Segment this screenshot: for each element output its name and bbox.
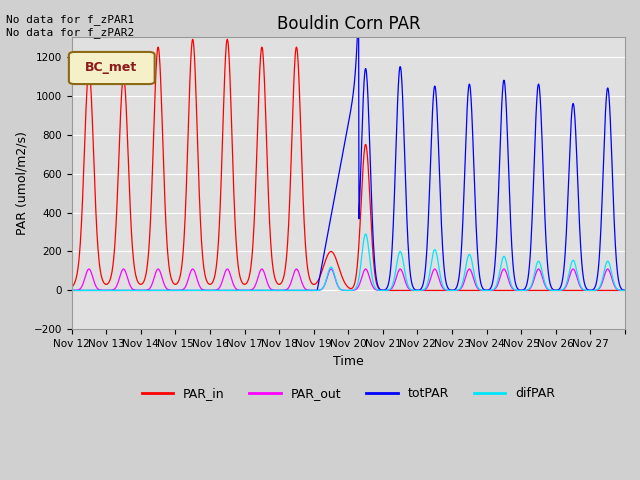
Line: totPAR: totPAR	[72, 6, 625, 290]
difPAR	[560, 286, 568, 291]
Text: No data for f_zPAR1
No data for f_zPAR2: No data for f_zPAR1 No data for f_zPAR2	[6, 14, 134, 38]
PAR_out	[324, 273, 332, 279]
PAR_out	[334, 283, 342, 289]
totPAR	[560, 264, 568, 270]
PAR_out	[560, 286, 568, 292]
Line: PAR_out: PAR_out	[72, 269, 625, 290]
X-axis label: Time: Time	[333, 355, 364, 368]
Line: PAR_in: PAR_in	[72, 39, 625, 290]
totPAR	[68, 288, 76, 293]
totPAR	[355, 3, 362, 9]
PAR_out	[479, 288, 487, 293]
Y-axis label: PAR (umol/m2/s): PAR (umol/m2/s)	[15, 132, 28, 235]
totPAR	[614, 275, 622, 281]
difPAR	[68, 288, 76, 293]
PAR_in	[479, 288, 487, 293]
difPAR	[334, 282, 342, 288]
Title: Bouldin Corn PAR: Bouldin Corn PAR	[276, 15, 420, 33]
difPAR	[621, 288, 629, 293]
Text: BC_met: BC_met	[85, 61, 138, 74]
totPAR	[334, 178, 342, 184]
PAR_in	[334, 262, 342, 268]
PAR_out	[614, 287, 622, 293]
totPAR	[323, 234, 331, 240]
totPAR	[621, 288, 629, 293]
PAR_out	[155, 266, 163, 272]
PAR_in	[560, 288, 568, 293]
difPAR	[479, 288, 487, 293]
PAR_in	[614, 288, 622, 293]
FancyBboxPatch shape	[69, 52, 155, 84]
difPAR	[323, 273, 331, 279]
PAR_in	[621, 288, 629, 293]
PAR_in	[324, 252, 332, 258]
PAR_out	[68, 288, 76, 293]
PAR_out	[85, 266, 93, 272]
difPAR	[614, 287, 622, 292]
totPAR	[154, 288, 162, 293]
PAR_in	[68, 285, 76, 290]
Line: difPAR: difPAR	[72, 234, 625, 290]
PAR_in	[154, 44, 162, 50]
difPAR	[154, 288, 162, 293]
Legend: PAR_in, PAR_out, totPAR, difPAR: PAR_in, PAR_out, totPAR, difPAR	[136, 382, 560, 405]
PAR_in	[189, 36, 196, 42]
difPAR	[362, 231, 369, 237]
totPAR	[479, 286, 487, 291]
PAR_out	[621, 288, 629, 293]
